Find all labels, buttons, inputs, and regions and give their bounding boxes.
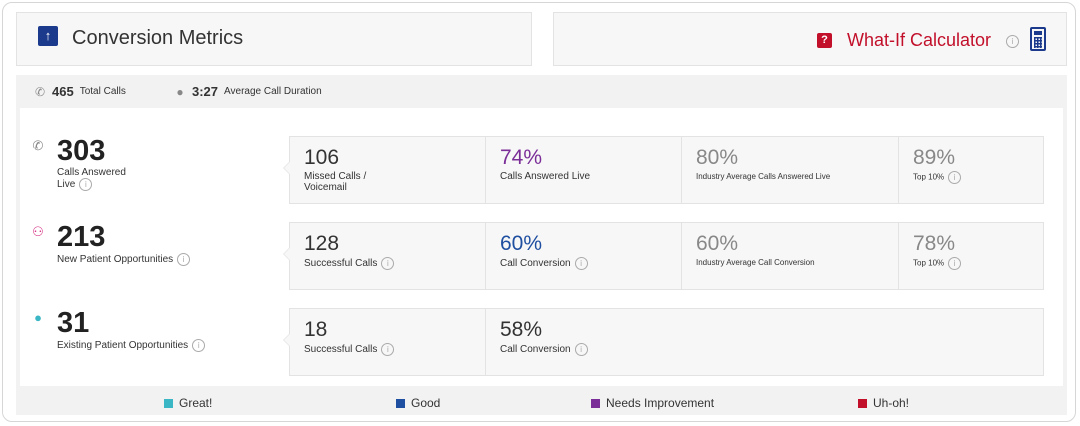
new-patient-metrics: 128 Successful Calls i 60% Call Conversio… bbox=[283, 222, 1044, 290]
metric-label: Call Conversion i bbox=[500, 343, 588, 356]
call-summary-bar: ✆ 465 Total Calls ● 3:27 Average Call Du… bbox=[16, 75, 1067, 107]
metric-label: Successful Calls i bbox=[304, 343, 395, 356]
calculator-icon[interactable] bbox=[1030, 27, 1046, 51]
phone-icon: ✆ bbox=[32, 138, 44, 153]
average-call-duration: ● 3:27 Average Call Duration bbox=[174, 84, 322, 99]
existing-patient-value: 31 bbox=[57, 307, 90, 339]
top-ten-cell: 78% Top 10% i bbox=[899, 223, 1043, 289]
metrics-panel: ✆ 465 Total Calls ● 3:27 Average Call Du… bbox=[16, 75, 1067, 415]
metric-value: 128 bbox=[304, 232, 340, 255]
metric-value: 89% bbox=[913, 146, 956, 169]
legend-uh-oh: Uh-oh! bbox=[858, 396, 909, 410]
call-conversion-cell: 60% Call Conversion i bbox=[486, 223, 682, 289]
missed-calls-cell: 106 Missed Calls / Voicemail bbox=[290, 137, 486, 203]
what-if-calculator-header[interactable]: ? What-If Calculator i bbox=[553, 12, 1067, 66]
page-title: Conversion Metrics bbox=[72, 27, 244, 49]
legend-swatch bbox=[164, 398, 173, 408]
metric-label: Call Conversion i bbox=[500, 257, 588, 270]
legend-label: Uh-oh! bbox=[873, 396, 910, 410]
new-patient-value: 213 bbox=[57, 221, 106, 253]
metric-value: 60% bbox=[696, 232, 739, 255]
metrics-content: ✆ 303 Calls Answered Live i 106 Missed Ca… bbox=[20, 108, 1063, 386]
industry-average-cell: 60% Industry Average Call Conversion bbox=[682, 223, 899, 289]
clock-icon: ● bbox=[176, 84, 184, 99]
legend-needs-improvement: Needs Improvement bbox=[591, 396, 714, 410]
question-icon: ? bbox=[817, 33, 832, 48]
info-icon[interactable]: i bbox=[79, 178, 93, 191]
metric-value: 74% bbox=[500, 146, 543, 169]
top-ten-cell: 89% Top 10% i bbox=[899, 137, 1043, 203]
metric-label: Industry Average Calls Answered Live bbox=[696, 172, 831, 181]
arrow-up-icon: ↑ bbox=[38, 26, 58, 46]
calls-answered-metrics: 106 Missed Calls / Voicemail 74% Calls A… bbox=[283, 136, 1044, 204]
metric-value: 78% bbox=[913, 232, 956, 255]
metric-label: Missed Calls / Voicemail bbox=[304, 171, 367, 193]
successful-calls-cell: 18 Successful Calls i bbox=[290, 309, 486, 375]
existing-patient-row: ● 31 Existing Patient Opportunities i 18 … bbox=[20, 308, 1063, 378]
metric-value: 106 bbox=[304, 146, 340, 169]
metric-label: Industry Average Call Conversion bbox=[696, 258, 815, 267]
legend-swatch bbox=[858, 398, 867, 408]
legend-label: Great! bbox=[179, 396, 213, 410]
avg-duration-value: 3:27 bbox=[192, 84, 219, 99]
legend-label: Good bbox=[411, 396, 441, 410]
calls-answered-row: ✆ 303 Calls Answered Live i 106 Missed Ca… bbox=[20, 136, 1063, 206]
legend-great: Great! bbox=[164, 396, 212, 410]
info-icon[interactable]: i bbox=[381, 257, 395, 270]
performance-legend: Great! Good Needs Improvement Uh-oh! bbox=[16, 389, 1067, 415]
avg-duration-label: Average Call Duration bbox=[224, 86, 322, 97]
info-icon[interactable]: i bbox=[948, 257, 962, 270]
new-patient-row: ⚇ 213 New Patient Opportunities i 128 Suc… bbox=[20, 222, 1063, 292]
legend-good: Good bbox=[396, 396, 440, 410]
call-conversion-cell: 58% Call Conversion i bbox=[486, 309, 682, 375]
metric-label: Top 10% i bbox=[913, 171, 962, 184]
metric-value: 60% bbox=[500, 232, 543, 255]
conversion-metrics-header: ↑ Conversion Metrics bbox=[16, 12, 532, 66]
answered-live-cell: 74% Calls Answered Live bbox=[486, 137, 682, 203]
total-calls-label: Total Calls bbox=[79, 86, 126, 97]
legend-swatch bbox=[591, 398, 600, 408]
info-icon[interactable]: i bbox=[948, 171, 962, 184]
phone-icon: ✆ bbox=[34, 84, 46, 99]
info-icon[interactable]: i bbox=[192, 339, 206, 352]
metric-label: Top 10% i bbox=[913, 257, 962, 270]
info-icon[interactable]: i bbox=[574, 343, 588, 356]
existing-patient-metrics: 18 Successful Calls i 58% Call Conversion… bbox=[283, 308, 1044, 376]
calls-answered-value: 303 bbox=[57, 135, 106, 167]
total-calls: ✆ 465 Total Calls bbox=[34, 84, 126, 99]
total-calls-value: 465 bbox=[52, 84, 74, 99]
metric-value: 80% bbox=[696, 146, 739, 169]
info-icon[interactable]: i bbox=[177, 253, 191, 266]
info-icon[interactable]: i bbox=[574, 257, 588, 270]
successful-calls-cell: 128 Successful Calls i bbox=[290, 223, 486, 289]
user-icon: ● bbox=[34, 310, 42, 325]
metric-value: 58% bbox=[500, 318, 543, 341]
legend-label: Needs Improvement bbox=[606, 396, 715, 410]
metric-value: 18 bbox=[304, 318, 328, 341]
add-user-icon: ⚇ bbox=[32, 224, 44, 239]
info-icon[interactable]: i bbox=[381, 343, 395, 356]
metric-label: Calls Answered Live bbox=[500, 171, 591, 182]
new-patient-label: New Patient Opportunities i bbox=[57, 253, 191, 266]
legend-swatch bbox=[396, 398, 405, 408]
calls-answered-label: Calls Answered Live i bbox=[57, 167, 126, 191]
what-if-calculator-link[interactable]: What-If Calculator bbox=[847, 30, 992, 50]
existing-patient-label: Existing Patient Opportunities i bbox=[57, 339, 206, 352]
info-icon[interactable]: i bbox=[1006, 35, 1019, 48]
metric-label: Successful Calls i bbox=[304, 257, 395, 270]
industry-average-cell: 80% Industry Average Calls Answered Live bbox=[682, 137, 899, 203]
